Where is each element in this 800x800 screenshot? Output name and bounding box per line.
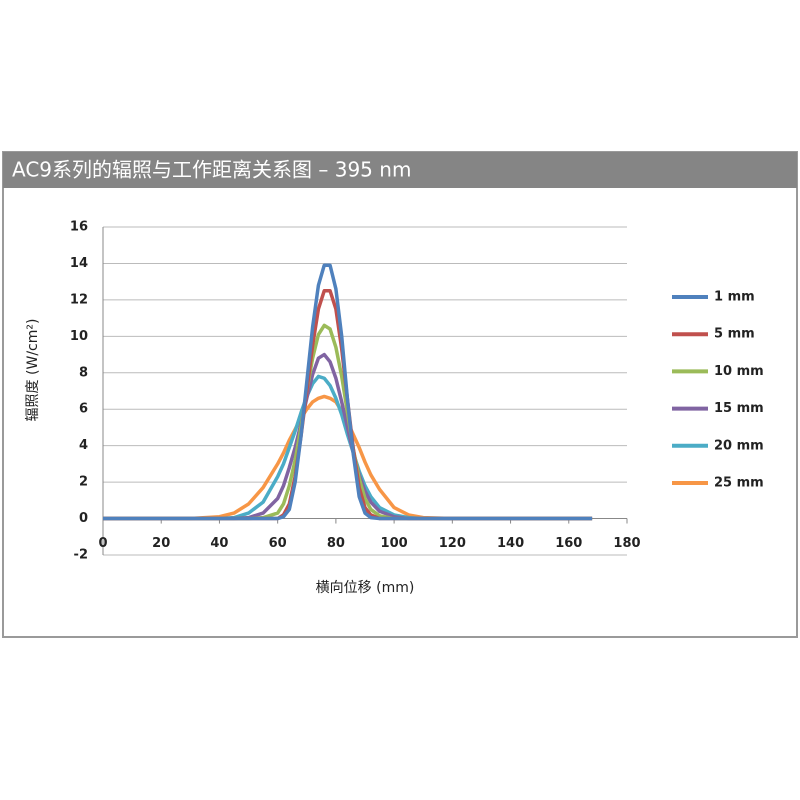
x-tick-label: 60 [269,536,287,551]
x-tick-label: 140 [497,536,524,551]
legend-label: 1 mm [714,290,755,305]
header-bar [3,152,797,188]
x-tick-label: 40 [210,536,228,551]
legend-label: 10 mm [714,364,764,379]
x-tick-label: 0 [98,536,107,551]
x-tick-label: 100 [381,536,408,551]
y-tick-label: -2 [74,548,88,563]
frame [2,151,798,638]
y-axis-label: 辐照度 (W/cm²) [25,319,41,422]
y-tick-label: 16 [70,220,88,235]
y-tick-label: 4 [79,438,88,453]
legend-label: 15 mm [714,401,764,416]
y-tick-label: 8 [79,365,88,380]
y-tick-label: 12 [70,292,88,307]
x-axis-label: 横向位移 (mm) [316,580,415,596]
x-tick-label: 80 [327,536,345,551]
y-tick-label: 14 [70,256,88,271]
x-tick-label: 160 [555,536,582,551]
y-tick-label: 2 [79,475,88,490]
legend-label: 5 mm [714,327,755,342]
x-tick-label: 180 [613,536,640,551]
x-tick-label: 120 [439,536,466,551]
chart-title: AC9系列的辐照与工作距离关系图 – 395 nm [12,158,411,182]
data-line [103,263,593,521]
legend-label: 25 mm [714,476,764,491]
y-tick-label: 10 [70,329,88,344]
legend-label: 20 mm [714,438,764,453]
y-tick-label: 6 [79,402,88,417]
x-tick-label: 20 [152,536,170,551]
y-tick-label: 0 [79,511,88,526]
